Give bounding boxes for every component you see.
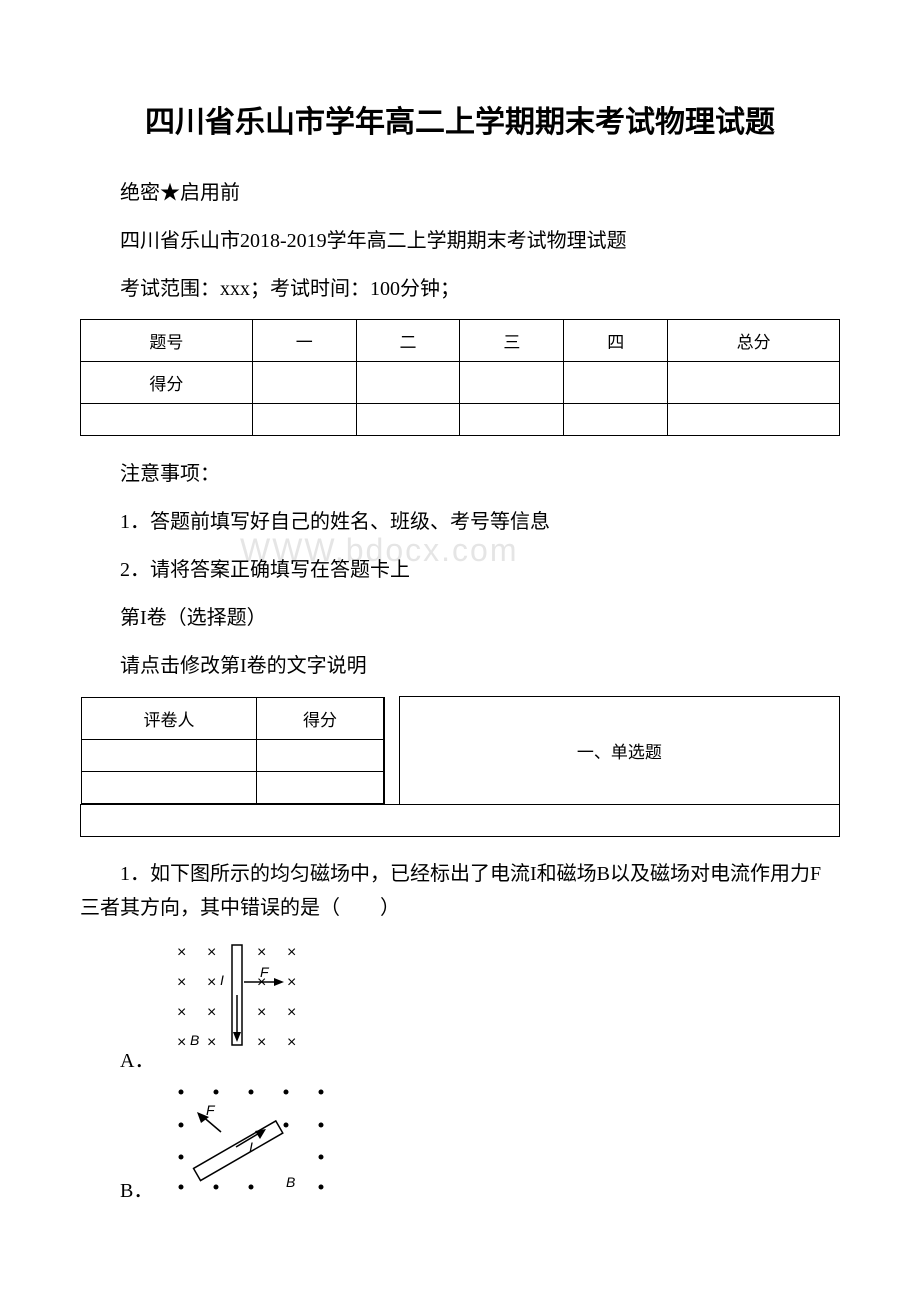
svg-text:×: × <box>287 1004 296 1021</box>
grader-col2: 得分 <box>257 697 383 739</box>
volume-instruction: 请点击修改第I卷的文字说明 <box>80 648 840 684</box>
svg-text:×: × <box>287 974 296 991</box>
option-B-label: B． <box>120 1174 153 1203</box>
score-row-label: 得分 <box>81 362 253 404</box>
svg-text:×: × <box>287 1034 296 1051</box>
diagram-A: ×××× ×××× ×××× ×××× I F B <box>162 937 332 1073</box>
score-header: 总分 <box>668 320 840 362</box>
table-row <box>81 404 840 436</box>
score-cell <box>356 362 460 404</box>
score-cell <box>81 404 253 436</box>
svg-text:×: × <box>257 1034 266 1051</box>
score-cell <box>460 404 564 436</box>
spacer-cell <box>384 697 399 805</box>
grader-col1: 评卷人 <box>81 697 257 739</box>
grader-cell <box>81 739 257 771</box>
notice-item-2: 2．请将答案正确填写在答题卡上 <box>80 552 840 588</box>
svg-text:×: × <box>207 944 216 961</box>
grader-cell <box>81 771 257 803</box>
svg-text:B: B <box>286 1174 295 1190</box>
grader-inner-cell: 评卷人 得分 <box>81 697 385 805</box>
table-row: 得分 <box>81 362 840 404</box>
svg-text:×: × <box>257 1004 266 1021</box>
option-B: B． I F B <box>120 1077 840 1203</box>
score-cell <box>460 362 564 404</box>
svg-text:I: I <box>249 1139 253 1155</box>
notice-item-1: 1．答题前填写好自己的姓名、班级、考号等信息 <box>80 504 840 540</box>
volume-label: 第I卷（选择题） <box>80 600 840 636</box>
diagram-B: I F B <box>161 1077 341 1203</box>
score-cell <box>564 362 668 404</box>
score-cell <box>252 404 356 436</box>
score-table: 题号 一 二 三 四 总分 得分 <box>80 319 840 436</box>
secret-line: 绝密★启用前 <box>80 175 840 211</box>
score-header: 题号 <box>81 320 253 362</box>
svg-text:×: × <box>177 974 186 991</box>
svg-text:×: × <box>177 1034 186 1051</box>
svg-text:×: × <box>177 1004 186 1021</box>
svg-text:I: I <box>220 972 224 988</box>
svg-text:F: F <box>206 1102 216 1118</box>
score-header: 三 <box>460 320 564 362</box>
score-cell <box>668 362 840 404</box>
table-row: 题号 一 二 三 四 总分 <box>81 320 840 362</box>
section-label: 一、单选题 <box>399 697 839 805</box>
svg-text:×: × <box>207 1034 216 1051</box>
option-A: A． ×××× ×××× ×××× ×××× I F B <box>120 937 840 1073</box>
grader-cell <box>257 739 383 771</box>
grader-cell <box>81 804 840 836</box>
score-header: 二 <box>356 320 460 362</box>
grader-cell <box>257 771 383 803</box>
score-cell <box>356 404 460 436</box>
notice-title: 注意事项： <box>80 456 840 492</box>
svg-text:×: × <box>177 944 186 961</box>
svg-text:B: B <box>190 1032 199 1048</box>
grader-table: 评卷人 得分 一、单选题 <box>80 696 840 837</box>
svg-text:F: F <box>260 964 270 980</box>
score-cell <box>252 362 356 404</box>
score-cell <box>668 404 840 436</box>
question-1: 1．如下图所示的均匀磁场中，已经标出了电流I和磁场B以及磁场对电流作用力F三者其… <box>80 857 840 925</box>
score-header: 四 <box>564 320 668 362</box>
table-row <box>81 804 840 836</box>
svg-text:×: × <box>207 974 216 991</box>
subtitle: 四川省乐山市2018-2019学年高二上学期期末考试物理试题 <box>80 223 840 259</box>
svg-text:×: × <box>207 1004 216 1021</box>
svg-text:×: × <box>287 944 296 961</box>
score-header: 一 <box>252 320 356 362</box>
page-title: 四川省乐山市学年高二上学期期末考试物理试题 <box>80 100 840 145</box>
exam-scope: 考试范围：xxx；考试时间：100分钟； <box>80 271 840 307</box>
table-row: 评卷人 得分 一、单选题 <box>81 697 840 805</box>
option-A-label: A． <box>120 1044 154 1073</box>
score-cell <box>564 404 668 436</box>
svg-text:×: × <box>257 944 266 961</box>
